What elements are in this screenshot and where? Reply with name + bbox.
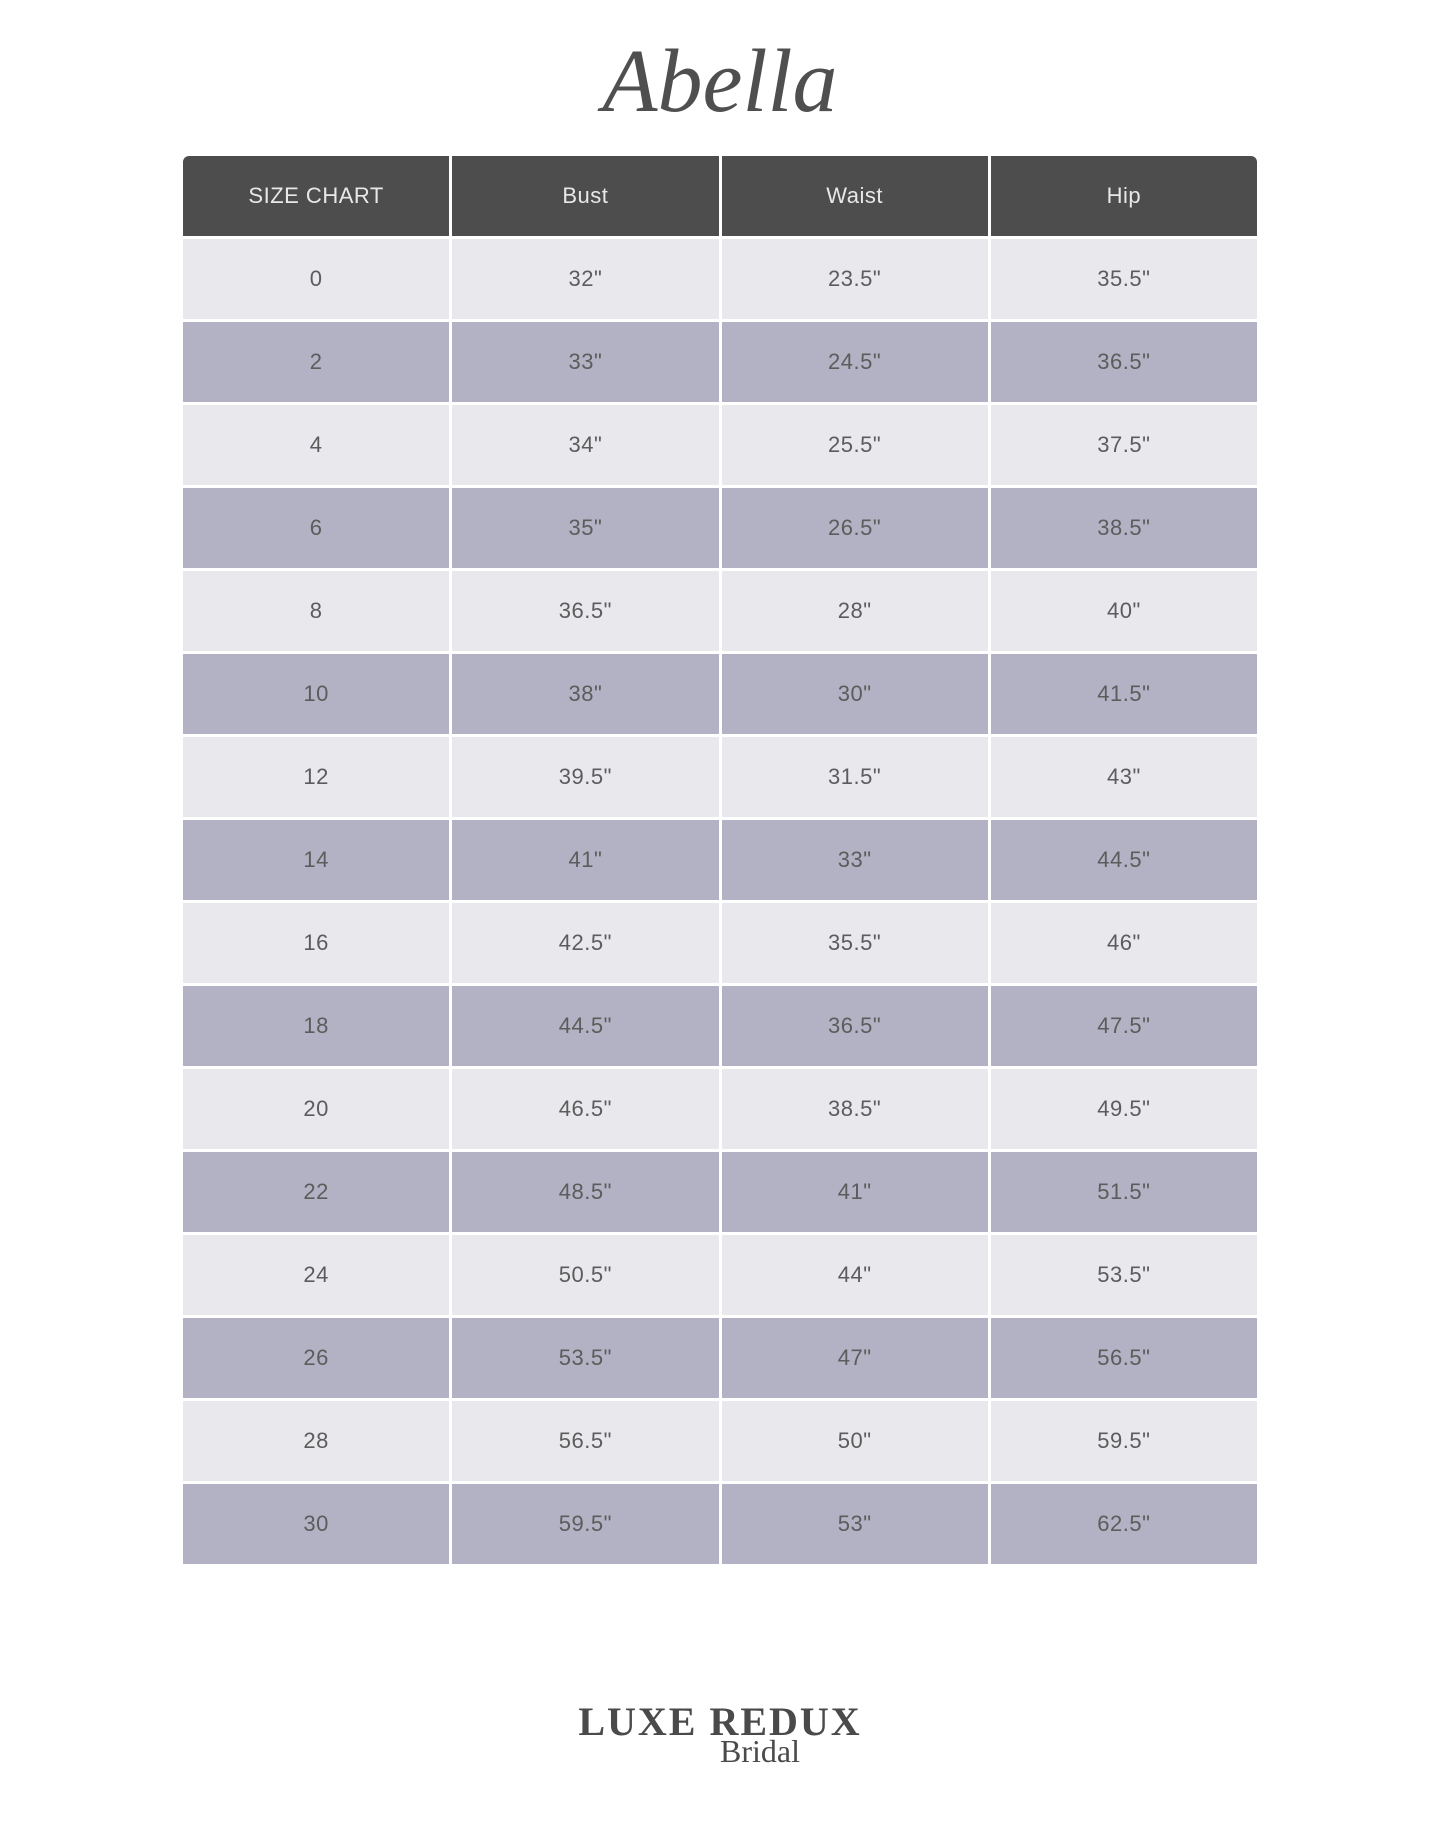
table-cell: 44" xyxy=(722,1235,988,1315)
table-cell: 26.5" xyxy=(722,488,988,568)
table-cell: 2 xyxy=(183,322,449,402)
table-row: 1844.5"36.5"47.5" xyxy=(183,986,1257,1066)
table-cell: 35.5" xyxy=(722,903,988,983)
table-cell: 31.5" xyxy=(722,737,988,817)
table-cell: 47" xyxy=(722,1318,988,1398)
table-cell: 56.5" xyxy=(991,1318,1257,1398)
table-cell: 30" xyxy=(722,654,988,734)
table-cell: 14 xyxy=(183,820,449,900)
table-cell: 56.5" xyxy=(452,1401,718,1481)
table-cell: 24.5" xyxy=(722,322,988,402)
table-row: 2046.5"38.5"49.5" xyxy=(183,1069,1257,1149)
table-cell: 32" xyxy=(452,239,718,319)
table-row: 2450.5"44"53.5" xyxy=(183,1235,1257,1315)
table-cell: 16 xyxy=(183,903,449,983)
size-chart-table: SIZE CHART Bust Waist Hip 032"23.5"35.5"… xyxy=(180,153,1260,1567)
table-cell: 35" xyxy=(452,488,718,568)
table-cell: 53.5" xyxy=(452,1318,718,1398)
table-cell: 26 xyxy=(183,1318,449,1398)
table-cell: 8 xyxy=(183,571,449,651)
table-row: 032"23.5"35.5" xyxy=(183,239,1257,319)
table-row: 233"24.5"36.5" xyxy=(183,322,1257,402)
table-cell: 36.5" xyxy=(722,986,988,1066)
footer-logo: LUXE REDUX Bridal xyxy=(578,1698,861,1770)
brand-title: Abella xyxy=(0,30,1440,133)
table-cell: 44.5" xyxy=(452,986,718,1066)
col-size: SIZE CHART xyxy=(183,156,449,236)
table-cell: 25.5" xyxy=(722,405,988,485)
table-cell: 48.5" xyxy=(452,1152,718,1232)
table-row: 1441"33"44.5" xyxy=(183,820,1257,900)
table-cell: 47.5" xyxy=(991,986,1257,1066)
table-row: 2653.5"47"56.5" xyxy=(183,1318,1257,1398)
table-cell: 41.5" xyxy=(991,654,1257,734)
table-cell: 20 xyxy=(183,1069,449,1149)
table-cell: 36.5" xyxy=(452,571,718,651)
table-cell: 59.5" xyxy=(991,1401,1257,1481)
table-cell: 50.5" xyxy=(452,1235,718,1315)
table-cell: 59.5" xyxy=(452,1484,718,1564)
table-cell: 37.5" xyxy=(991,405,1257,485)
table-row: 1642.5"35.5"46" xyxy=(183,903,1257,983)
table-cell: 28 xyxy=(183,1401,449,1481)
table-row: 836.5"28"40" xyxy=(183,571,1257,651)
table-row: 2856.5"50"59.5" xyxy=(183,1401,1257,1481)
table-row: 635"26.5"38.5" xyxy=(183,488,1257,568)
table-header-row: SIZE CHART Bust Waist Hip xyxy=(183,156,1257,236)
table-cell: 43" xyxy=(991,737,1257,817)
table-cell: 46" xyxy=(991,903,1257,983)
col-hip: Hip xyxy=(991,156,1257,236)
table-cell: 44.5" xyxy=(991,820,1257,900)
table-cell: 40" xyxy=(991,571,1257,651)
table-row: 434"25.5"37.5" xyxy=(183,405,1257,485)
table-cell: 23.5" xyxy=(722,239,988,319)
table-cell: 0 xyxy=(183,239,449,319)
table-cell: 4 xyxy=(183,405,449,485)
size-chart-container: SIZE CHART Bust Waist Hip 032"23.5"35.5"… xyxy=(180,153,1260,1567)
table-cell: 34" xyxy=(452,405,718,485)
table-cell: 38.5" xyxy=(991,488,1257,568)
table-cell: 10 xyxy=(183,654,449,734)
table-cell: 46.5" xyxy=(452,1069,718,1149)
table-row: 3059.5"53"62.5" xyxy=(183,1484,1257,1564)
table-cell: 38" xyxy=(452,654,718,734)
table-cell: 41" xyxy=(452,820,718,900)
table-cell: 36.5" xyxy=(991,322,1257,402)
table-cell: 50" xyxy=(722,1401,988,1481)
table-cell: 28" xyxy=(722,571,988,651)
table-cell: 53" xyxy=(722,1484,988,1564)
table-cell: 53.5" xyxy=(991,1235,1257,1315)
table-row: 1038"30"41.5" xyxy=(183,654,1257,734)
col-waist: Waist xyxy=(722,156,988,236)
table-cell: 38.5" xyxy=(722,1069,988,1149)
table-cell: 22 xyxy=(183,1152,449,1232)
table-cell: 42.5" xyxy=(452,903,718,983)
table-cell: 33" xyxy=(452,322,718,402)
table-cell: 30 xyxy=(183,1484,449,1564)
table-row: 2248.5"41"51.5" xyxy=(183,1152,1257,1232)
table-cell: 62.5" xyxy=(991,1484,1257,1564)
table-cell: 49.5" xyxy=(991,1069,1257,1149)
table-cell: 12 xyxy=(183,737,449,817)
table-cell: 51.5" xyxy=(991,1152,1257,1232)
table-cell: 39.5" xyxy=(452,737,718,817)
table-cell: 35.5" xyxy=(991,239,1257,319)
col-bust: Bust xyxy=(452,156,718,236)
table-cell: 41" xyxy=(722,1152,988,1232)
table-row: 1239.5"31.5"43" xyxy=(183,737,1257,817)
table-cell: 18 xyxy=(183,986,449,1066)
table-cell: 24 xyxy=(183,1235,449,1315)
table-cell: 6 xyxy=(183,488,449,568)
table-cell: 33" xyxy=(722,820,988,900)
